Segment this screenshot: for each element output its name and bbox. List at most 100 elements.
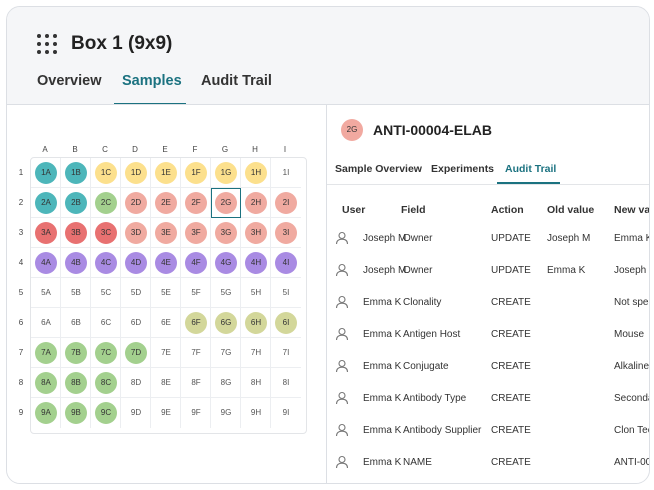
empty-well[interactable]: 5G (220, 288, 232, 297)
sample-well[interactable]: 2C (95, 192, 117, 214)
column-label: C (102, 145, 108, 154)
subtab-experiments[interactable]: Experiments (431, 163, 495, 175)
empty-well[interactable]: 5D (130, 288, 142, 297)
sample-well[interactable]: 2G (215, 192, 237, 214)
table-row[interactable]: Emma K Antigen Host CREATE Mouse (327, 327, 649, 361)
empty-well[interactable]: 5B (71, 288, 81, 297)
empty-well[interactable]: 8I (282, 378, 290, 387)
tab-audit-trail[interactable]: Audit Trail (201, 73, 272, 89)
empty-well[interactable]: 9H (250, 408, 262, 417)
empty-well[interactable]: 7G (220, 348, 232, 357)
sample-well[interactable]: 4C (95, 252, 117, 274)
empty-well[interactable]: 8G (220, 378, 232, 387)
empty-well[interactable]: 6D (130, 318, 142, 327)
empty-well[interactable]: 9F (191, 408, 201, 417)
sample-well[interactable]: 2E (155, 192, 177, 214)
empty-well[interactable]: 5E (161, 288, 171, 297)
sample-well[interactable]: 1B (65, 162, 87, 184)
empty-well[interactable]: 7E (161, 348, 171, 357)
sample-well[interactable]: 1F (185, 162, 207, 184)
empty-well[interactable]: 9E (161, 408, 171, 417)
sample-well[interactable]: 9A (35, 402, 57, 424)
empty-well[interactable]: 9D (130, 408, 142, 417)
sample-well[interactable]: 6H (245, 312, 267, 334)
row-label: 9 (18, 408, 24, 417)
sample-well[interactable]: 2F (185, 192, 207, 214)
sample-well[interactable]: 7B (65, 342, 87, 364)
sample-well[interactable]: 4F (185, 252, 207, 274)
empty-well[interactable]: 7H (250, 348, 262, 357)
cell-user: Joseph M (363, 265, 407, 276)
empty-well[interactable]: 7I (282, 348, 290, 357)
sample-well[interactable]: 3C (95, 222, 117, 244)
sample-well[interactable]: 1G (215, 162, 237, 184)
subtab-audit-trail[interactable]: Audit Trail (505, 163, 557, 175)
sample-well[interactable]: 3F (185, 222, 207, 244)
empty-well[interactable]: 1I (282, 168, 290, 177)
sample-well[interactable]: 8A (35, 372, 57, 394)
empty-well[interactable]: 5C (100, 288, 112, 297)
sample-well[interactable]: 3D (125, 222, 147, 244)
empty-well[interactable]: 8H (250, 378, 262, 387)
empty-well[interactable]: 9I (282, 408, 290, 417)
sample-well[interactable]: 7A (35, 342, 57, 364)
table-row[interactable]: Joseph M Owner UPDATE Joseph M Emma K (327, 231, 649, 265)
empty-well[interactable]: 5H (250, 288, 262, 297)
empty-well[interactable]: 8F (191, 378, 201, 387)
sample-well[interactable]: 6G (215, 312, 237, 334)
empty-well[interactable]: 6E (161, 318, 171, 327)
sample-well[interactable]: 2D (125, 192, 147, 214)
sample-well[interactable]: 2B (65, 192, 87, 214)
cell-field: Antibody Supplier (403, 425, 482, 436)
subtab-sample-overview[interactable]: Sample Overview (335, 163, 422, 175)
sample-well[interactable]: 7D (125, 342, 147, 364)
sample-well[interactable]: 3G (215, 222, 237, 244)
sample-well[interactable]: 2A (35, 192, 57, 214)
sample-well[interactable]: 4A (35, 252, 57, 274)
empty-well[interactable]: 9G (220, 408, 232, 417)
sample-well[interactable]: 4H (245, 252, 267, 274)
sample-well[interactable]: 2H (245, 192, 267, 214)
sample-well[interactable]: 3B (65, 222, 87, 244)
tab-overview[interactable]: Overview (37, 73, 102, 89)
empty-well[interactable]: 6A (41, 318, 51, 327)
sample-well[interactable]: 6F (185, 312, 207, 334)
empty-well[interactable]: 5A (41, 288, 51, 297)
sample-well[interactable]: 2I (275, 192, 297, 214)
sample-well[interactable]: 8B (65, 372, 87, 394)
sample-well[interactable]: 4E (155, 252, 177, 274)
sample-well[interactable]: 1C (95, 162, 117, 184)
sample-well[interactable]: 7C (95, 342, 117, 364)
sample-well[interactable]: 9B (65, 402, 87, 424)
empty-well[interactable]: 8E (161, 378, 171, 387)
sample-well[interactable]: 1A (35, 162, 57, 184)
empty-well[interactable]: 5I (282, 288, 290, 297)
sample-well[interactable]: 3A (35, 222, 57, 244)
sample-well[interactable]: 4D (125, 252, 147, 274)
sample-well[interactable]: 3E (155, 222, 177, 244)
empty-well[interactable]: 6C (100, 318, 112, 327)
sample-well[interactable]: 3I (275, 222, 297, 244)
empty-well[interactable]: 8D (130, 378, 142, 387)
grid-dots-icon[interactable] (37, 34, 57, 54)
sample-well[interactable]: 6I (275, 312, 297, 334)
empty-well[interactable]: 5F (191, 288, 201, 297)
sample-well[interactable]: 4I (275, 252, 297, 274)
empty-well[interactable]: 7F (191, 348, 201, 357)
sample-well[interactable]: 4G (215, 252, 237, 274)
sample-well[interactable]: 1D (125, 162, 147, 184)
empty-well[interactable]: 6B (71, 318, 81, 327)
sample-well[interactable]: 1E (155, 162, 177, 184)
sample-well[interactable]: 3H (245, 222, 267, 244)
sample-well[interactable]: 1H (245, 162, 267, 184)
tab-samples[interactable]: Samples (122, 73, 182, 89)
sample-well[interactable]: 8C (95, 372, 117, 394)
sample-well[interactable]: 9C (95, 402, 117, 424)
sample-well[interactable]: 4B (65, 252, 87, 274)
